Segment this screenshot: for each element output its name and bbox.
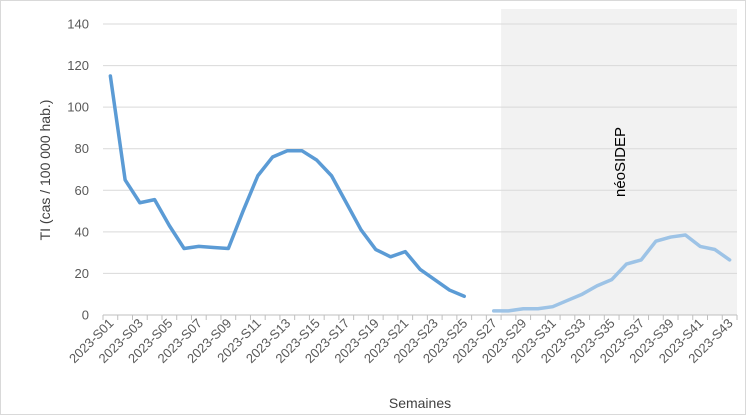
- x-axis-tick-labels: 2023-S012023-S032023-S052023-S072023-S09…: [66, 316, 736, 366]
- y-tick-label: 0: [82, 308, 89, 323]
- neosidep-annotation: néoSIDEP: [612, 127, 629, 197]
- y-tick-label: 120: [67, 58, 89, 73]
- x-axis-ticks: [102, 315, 738, 320]
- y-tick-label: 140: [67, 17, 89, 32]
- y-axis-title: TI (cas / 100 000 hab.): [37, 100, 53, 241]
- y-tick-label: 20: [75, 266, 89, 281]
- y-axis-tick-labels: 0 20 40 60 80 100 120 140: [67, 17, 89, 323]
- x-axis-title: Semaines: [389, 395, 451, 411]
- y-tick-label: 100: [67, 100, 89, 115]
- series-line-2: [491, 233, 732, 313]
- series-layer: [108, 74, 732, 313]
- series-line-1: [108, 74, 466, 299]
- neosidep-shaded-region: [501, 9, 737, 315]
- y-tick-label: 60: [75, 183, 89, 198]
- y-tick-label: 80: [75, 141, 89, 156]
- y-tick-label: 40: [75, 224, 89, 239]
- gridlines: [103, 23, 737, 274]
